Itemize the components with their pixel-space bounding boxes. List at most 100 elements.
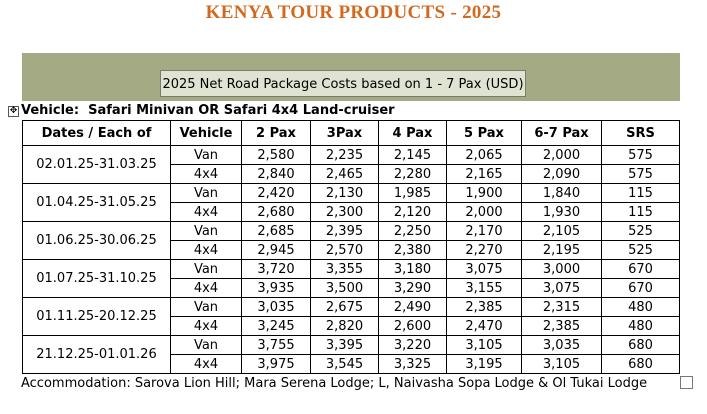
5pax-cell: 2,470 bbox=[446, 316, 522, 336]
vehicle-value: Safari Minivan OR Safari 4x4 Land-cruise… bbox=[88, 103, 395, 118]
srs-cell: 575 bbox=[601, 145, 680, 165]
vehicle-cell: Van bbox=[170, 221, 242, 241]
srs-cell: 480 bbox=[601, 316, 680, 336]
header-5pax: 5 Pax bbox=[446, 120, 522, 146]
3pax-cell: 2,395 bbox=[310, 221, 379, 241]
srs-cell: 575 bbox=[601, 164, 680, 184]
3pax-cell: 3,355 bbox=[310, 259, 379, 279]
vehicle-cell: Van bbox=[170, 259, 242, 279]
table-row: 01.04.25-31.05.25 Van 2,420 2,130 1,985 1,900… bbox=[22, 183, 680, 222]
srs-cell: 480 bbox=[601, 297, 680, 317]
srs-cell: 680 bbox=[601, 335, 680, 355]
4pax-cell: 3,220 bbox=[378, 335, 447, 355]
5pax-cell: 2,170 bbox=[446, 221, 522, 241]
header-srs: SRS bbox=[601, 120, 680, 146]
vehicle-cell: Van bbox=[170, 183, 242, 203]
5pax-cell: 2,165 bbox=[446, 164, 522, 184]
header-dates: Dates / Each of bbox=[22, 120, 171, 146]
vehicle-cell: Van bbox=[170, 145, 242, 165]
5pax-cell: 3,195 bbox=[446, 354, 522, 374]
vehicle-cell: 4x4 bbox=[170, 278, 242, 298]
3pax-cell: 2,235 bbox=[310, 145, 379, 165]
srs-cell: 525 bbox=[601, 221, 680, 241]
6-7pax-cell: 3,000 bbox=[521, 259, 602, 279]
3pax-cell: 2,570 bbox=[310, 240, 379, 260]
4pax-cell: 2,280 bbox=[378, 164, 447, 184]
date-range-cell: 01.06.25-30.06.25 bbox=[22, 221, 171, 260]
6-7pax-cell: 2,385 bbox=[521, 316, 602, 336]
4pax-cell: 3,290 bbox=[378, 278, 447, 298]
4pax-cell: 3,180 bbox=[378, 259, 447, 279]
date-range-cell: 01.07.25-31.10.25 bbox=[22, 259, 171, 298]
srs-cell: 115 bbox=[601, 183, 680, 203]
3pax-cell: 2,465 bbox=[310, 164, 379, 184]
date-range-cell: 21.12.25-01.01.26 bbox=[22, 335, 171, 374]
header-6-7pax: 6-7 Pax bbox=[521, 120, 602, 146]
3pax-cell: 2,675 bbox=[310, 297, 379, 317]
3pax-cell: 2,130 bbox=[310, 183, 379, 203]
3pax-cell: 3,395 bbox=[310, 335, 379, 355]
document-title: KENYA TOUR PRODUCTS - 2025 bbox=[205, 2, 502, 23]
5pax-cell: 3,105 bbox=[446, 335, 522, 355]
2pax-cell: 2,840 bbox=[241, 164, 311, 184]
date-range-cell: 02.01.25-31.03.25 bbox=[22, 145, 171, 184]
5pax-cell: 2,270 bbox=[446, 240, 522, 260]
accommodation-note: Accommodation: Sarova Lion Hill; Mara Se… bbox=[21, 376, 648, 391]
2pax-cell: 3,755 bbox=[241, 335, 311, 355]
vehicle-cell: 4x4 bbox=[170, 240, 242, 260]
6-7pax-cell: 3,075 bbox=[521, 278, 602, 298]
5pax-cell: 2,000 bbox=[446, 202, 522, 222]
date-range-cell: 01.04.25-31.05.25 bbox=[22, 183, 171, 222]
2pax-cell: 3,720 bbox=[241, 259, 311, 279]
6-7pax-cell: 3,035 bbox=[521, 335, 602, 355]
date-range-cell: 01.11.25-20.12.25 bbox=[22, 297, 171, 336]
table-row: 02.01.25-31.03.25 Van 2,580 2,235 2,145 2,065… bbox=[22, 145, 680, 184]
srs-cell: 525 bbox=[601, 240, 680, 260]
table-row: 01.06.25-30.06.25 Van 2,685 2,395 2,250 2,170… bbox=[22, 221, 680, 260]
vehicle-cell: 4x4 bbox=[170, 202, 242, 222]
4pax-cell: 3,325 bbox=[378, 354, 447, 374]
table-row: 4x4 3,935 3,500 3,290 3,155 3,075 670 bbox=[23, 278, 680, 298]
6-7pax-cell: 2,000 bbox=[521, 145, 602, 165]
vehicle-line: Vehicle: Safari Minivan OR Safari 4x4 La… bbox=[21, 103, 395, 118]
5pax-cell: 2,385 bbox=[446, 297, 522, 317]
vehicle-cell: 4x4 bbox=[170, 354, 242, 374]
4pax-cell: 2,490 bbox=[378, 297, 447, 317]
6-7pax-cell: 1,840 bbox=[521, 183, 602, 203]
6-7pax-cell: 3,105 bbox=[521, 354, 602, 374]
end-of-cell-marker bbox=[680, 376, 693, 389]
4pax-cell: 2,145 bbox=[378, 145, 447, 165]
6-7pax-cell: 2,315 bbox=[521, 297, 602, 317]
4pax-cell: 2,380 bbox=[378, 240, 447, 260]
4pax-cell: 2,250 bbox=[378, 221, 447, 241]
header-4pax: 4 Pax bbox=[378, 120, 447, 146]
4pax-cell: 2,120 bbox=[378, 202, 447, 222]
3pax-cell: 3,545 bbox=[310, 354, 379, 374]
3pax-cell: 3,500 bbox=[310, 278, 379, 298]
3pax-cell: 2,300 bbox=[310, 202, 379, 222]
srs-cell: 115 bbox=[601, 202, 680, 222]
2pax-cell: 2,945 bbox=[241, 240, 311, 260]
2pax-cell: 3,935 bbox=[241, 278, 311, 298]
table-row: 01.07.25-31.10.25 Van 3,720 3,355 3,180 3,075… bbox=[22, 259, 680, 298]
2pax-cell: 2,680 bbox=[241, 202, 311, 222]
srs-cell: 670 bbox=[601, 259, 680, 279]
table-row: 21.12.25-01.01.26 Van 3,755 3,395 3,220 3,105… bbox=[22, 335, 680, 374]
table-move-handle-icon[interactable]: ✥ bbox=[8, 106, 19, 117]
vehicle-cell: 4x4 bbox=[170, 164, 242, 184]
vehicle-cell: 4x4 bbox=[170, 316, 242, 336]
header-vehicle: Vehicle bbox=[170, 120, 242, 146]
table-row: 4x4 2,840 2,465 2,280 2,165 2,090 575 bbox=[23, 164, 680, 184]
3pax-cell: 2,820 bbox=[310, 316, 379, 336]
2pax-cell: 3,975 bbox=[241, 354, 311, 374]
table-row: 4x4 2,945 2,570 2,380 2,270 2,195 525 bbox=[23, 240, 680, 260]
6-7pax-cell: 1,930 bbox=[521, 202, 602, 222]
5pax-cell: 2,065 bbox=[446, 145, 522, 165]
package-costs-banner: 2025 Net Road Package Costs based on 1 -… bbox=[160, 70, 526, 97]
6-7pax-cell: 2,090 bbox=[521, 164, 602, 184]
table-row: 4x4 3,975 3,545 3,325 3,195 3,105 680 bbox=[23, 354, 680, 374]
vehicle-label: Vehicle: bbox=[21, 103, 80, 118]
2pax-cell: 3,245 bbox=[241, 316, 311, 336]
srs-cell: 670 bbox=[601, 278, 680, 298]
costs-table: Dates / Each of Vehicle 2 Pax 3Pax 4 Pax… bbox=[22, 120, 680, 374]
